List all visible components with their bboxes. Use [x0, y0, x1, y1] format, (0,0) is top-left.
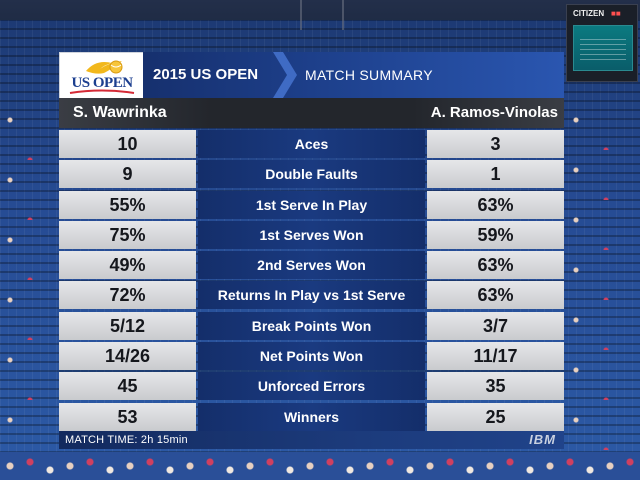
sponsor-logo: IBM: [529, 432, 556, 447]
stat-right-value: 63%: [427, 190, 564, 219]
match-time: MATCH TIME: 2h 15min: [65, 434, 188, 446]
scoreboard-screen: [573, 25, 633, 71]
stat-row-net-points-won: 14/26 Net Points Won 11/17: [59, 342, 564, 371]
stat-row-second-serves-won: 49% 2nd Serves Won 63%: [59, 251, 564, 280]
logo-text: US OPEN: [71, 75, 133, 91]
title-bar: 2015 US OPEN MATCH SUMMARY: [143, 52, 564, 98]
stat-right-value: 3/7: [427, 311, 564, 340]
stat-left-value: 72%: [59, 281, 196, 310]
stat-left-value: 14/26: [59, 342, 196, 371]
footer-bar: MATCH TIME: 2h 15min IBM: [59, 431, 564, 449]
chevron-right-icon: [273, 52, 297, 98]
stat-row-double-faults: 9 Double Faults 1: [59, 160, 564, 189]
stat-right-value: 25: [427, 402, 564, 431]
stat-right-value: 3: [427, 130, 564, 158]
stat-row-aces: 10 Aces 3: [59, 130, 564, 158]
stat-row-first-serves-won: 75% 1st Serves Won 59%: [59, 220, 564, 249]
stat-left-value: 10: [59, 130, 196, 158]
stat-label: 1st Serve In Play: [198, 190, 425, 219]
event-title: 2015 US OPEN: [153, 66, 259, 83]
stat-label: Unforced Errors: [198, 372, 425, 401]
stat-row-unforced-errors: 45 Unforced Errors 35: [59, 372, 564, 401]
crowd-left: [0, 100, 58, 480]
stat-row-first-serve-in: 55% 1st Serve In Play 63%: [59, 190, 564, 219]
stat-label: Double Faults: [198, 160, 425, 189]
stat-left-value: 55%: [59, 190, 196, 219]
logo-swoosh-icon: [69, 89, 135, 94]
tennis-ball-flame-icon: [86, 60, 123, 74]
stat-right-value: 59%: [427, 220, 564, 249]
stat-label: 2nd Serves Won: [198, 251, 425, 280]
players-bar: S. Wawrinka A. Ramos-Vinolas: [59, 98, 564, 128]
us-open-logo: US OPEN: [59, 52, 145, 100]
stat-label: Net Points Won: [198, 342, 425, 371]
stat-left-value: 49%: [59, 251, 196, 280]
stat-right-value: 63%: [427, 281, 564, 310]
stat-left-value: 53: [59, 402, 196, 431]
stat-row-returns-in-play: 72% Returns In Play vs 1st Serve 63%: [59, 281, 564, 310]
stadium-scoreboard: CITIZEN ■■: [566, 4, 638, 82]
stat-row-break-points-won: 5/12 Break Points Won 3/7: [59, 311, 564, 340]
stat-left-value: 75%: [59, 220, 196, 249]
scoreboard-brand: CITIZEN: [573, 9, 605, 18]
stat-right-value: 63%: [427, 251, 564, 280]
page-title: MATCH SUMMARY: [305, 67, 433, 83]
stats-table: 10 Aces 3 9 Double Faults 1 55% 1st Serv…: [59, 130, 564, 433]
stat-left-value: 45: [59, 372, 196, 401]
stat-label: Winners: [198, 402, 425, 431]
stat-right-value: 1: [427, 160, 564, 189]
stat-label: Aces: [198, 130, 425, 158]
stat-label: Break Points Won: [198, 311, 425, 340]
player-right-name: A. Ramos-Vinolas: [430, 104, 558, 121]
player-left-name: S. Wawrinka: [73, 104, 167, 121]
stat-left-value: 5/12: [59, 311, 196, 340]
crowd-right: [566, 100, 640, 480]
scoreboard-mark: ■■: [611, 9, 621, 18]
stat-right-value: 35: [427, 372, 564, 401]
stat-label: 1st Serves Won: [198, 220, 425, 249]
light-tower: [300, 0, 344, 30]
stat-left-value: 9: [59, 160, 196, 189]
stat-right-value: 11/17: [427, 342, 564, 371]
stat-label: Returns In Play vs 1st Serve: [198, 281, 425, 310]
crowd-bottom: [0, 452, 640, 480]
stat-row-winners: 53 Winners 25: [59, 402, 564, 431]
